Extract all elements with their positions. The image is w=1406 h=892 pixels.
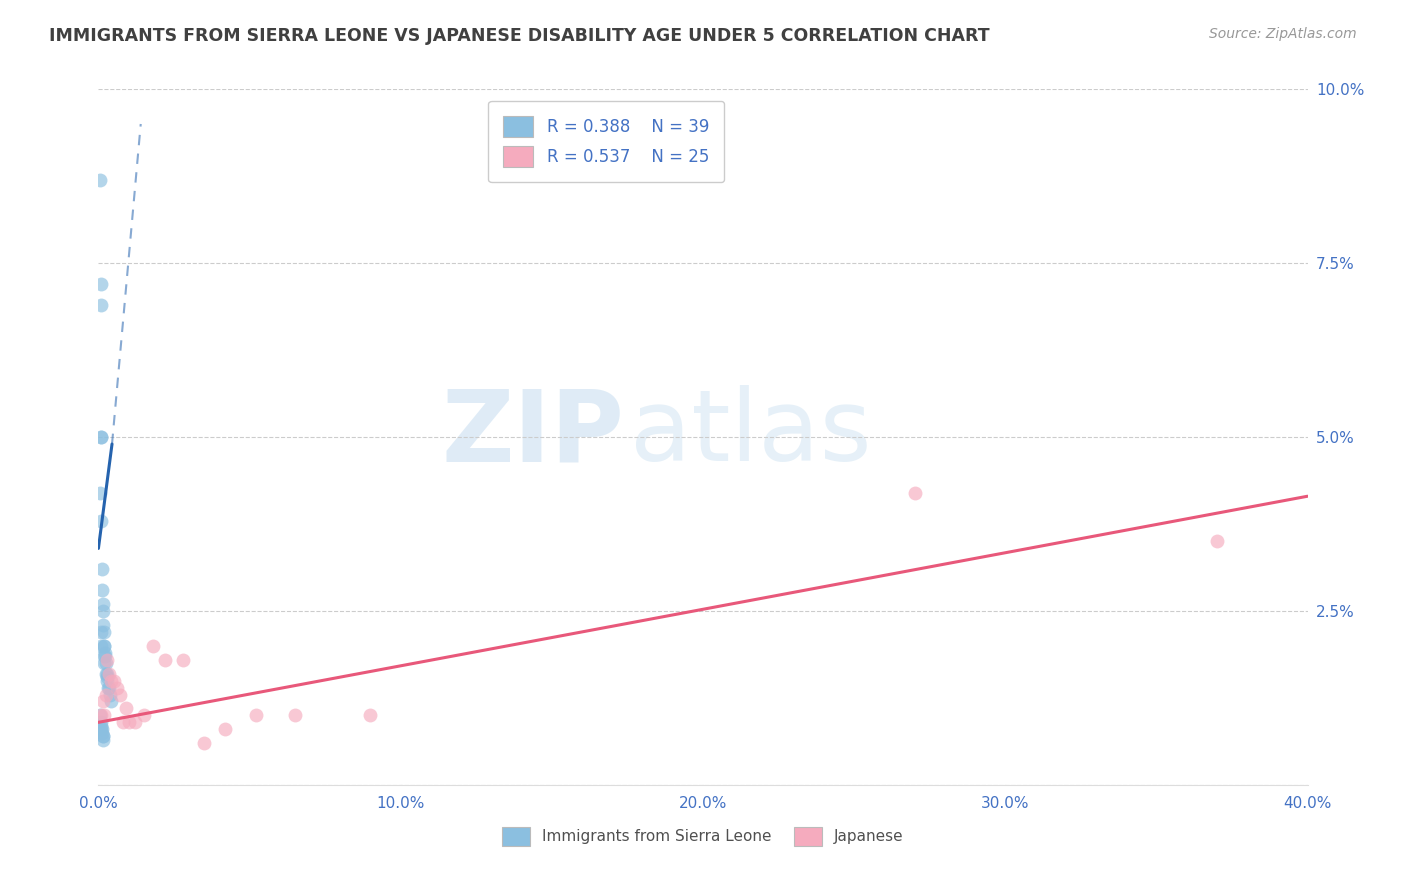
- Point: [100, 694, 122, 708]
- Point: [94, 657, 117, 671]
- Point: [90, 639, 112, 653]
- Point: [91, 723, 114, 737]
- Point: [91, 562, 114, 576]
- Point: [98, 688, 121, 702]
- Point: [93, 624, 115, 639]
- Point: [103, 673, 125, 688]
- Point: [93, 708, 115, 723]
- Point: [90, 514, 112, 528]
- Point: [193, 736, 215, 750]
- Point: [153, 653, 176, 667]
- Point: [904, 485, 927, 500]
- Point: [132, 708, 155, 723]
- Point: [90, 277, 112, 291]
- Point: [172, 653, 194, 667]
- Point: [90, 708, 112, 723]
- Point: [96, 666, 118, 681]
- Point: [96, 653, 118, 667]
- Point: [284, 708, 307, 723]
- Point: [1206, 534, 1229, 549]
- Point: [105, 681, 128, 695]
- Point: [93, 657, 115, 671]
- Point: [94, 666, 117, 681]
- Point: [98, 666, 121, 681]
- Point: [90, 723, 112, 737]
- Point: [142, 639, 165, 653]
- Point: [114, 701, 136, 715]
- Point: [94, 646, 117, 660]
- Point: [94, 649, 117, 664]
- Point: [91, 583, 114, 598]
- Point: [98, 681, 121, 695]
- Point: [93, 639, 115, 653]
- Point: [91, 732, 114, 747]
- Text: Source: ZipAtlas.com: Source: ZipAtlas.com: [1209, 27, 1357, 41]
- Point: [214, 723, 236, 737]
- Point: [91, 726, 114, 740]
- Point: [111, 715, 134, 730]
- Point: [90, 624, 112, 639]
- Point: [91, 604, 114, 618]
- Point: [89, 708, 111, 723]
- Point: [90, 715, 112, 730]
- Point: [97, 681, 120, 695]
- Text: ZIP: ZIP: [441, 385, 624, 482]
- Point: [118, 715, 141, 730]
- Point: [91, 694, 114, 708]
- Point: [96, 673, 118, 688]
- Point: [89, 485, 111, 500]
- Point: [245, 708, 267, 723]
- Point: [91, 618, 114, 632]
- Point: [90, 430, 112, 444]
- Point: [360, 708, 382, 723]
- Point: [90, 298, 112, 312]
- Point: [100, 673, 122, 688]
- Point: [91, 729, 114, 743]
- Point: [94, 688, 117, 702]
- Point: [124, 715, 146, 730]
- Point: [93, 639, 115, 653]
- Point: [108, 688, 131, 702]
- Point: [90, 430, 112, 444]
- Point: [91, 597, 114, 611]
- Point: [93, 649, 115, 664]
- Point: [96, 670, 118, 684]
- Point: [91, 729, 114, 743]
- Point: [89, 172, 111, 186]
- Text: IMMIGRANTS FROM SIERRA LEONE VS JAPANESE DISABILITY AGE UNDER 5 CORRELATION CHAR: IMMIGRANTS FROM SIERRA LEONE VS JAPANESE…: [49, 27, 990, 45]
- Point: [90, 719, 112, 733]
- Legend: Immigrants from Sierra Leone, Japanese: Immigrants from Sierra Leone, Japanese: [495, 819, 911, 854]
- Text: atlas: atlas: [630, 385, 872, 482]
